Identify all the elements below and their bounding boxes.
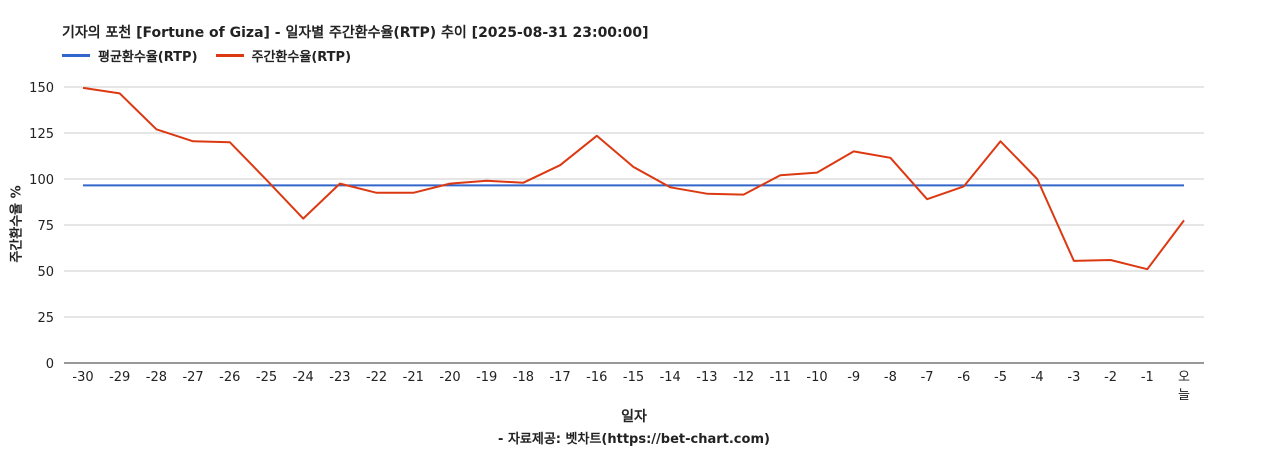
x-tick-label: -4 — [1031, 370, 1044, 385]
y-tick-labels: 0 25 50 75 100 125 150 — [29, 81, 54, 372]
y-tick-label: 25 — [37, 311, 54, 326]
x-tick-label: -22 — [366, 370, 387, 385]
x-tick-label: -18 — [513, 370, 534, 385]
x-tick-label: -26 — [219, 370, 240, 385]
grid-layer — [64, 86, 1204, 364]
legend-swatch-weekly — [215, 54, 244, 57]
x-tick-label: -2 — [1104, 370, 1117, 385]
x-tick-label: -6 — [957, 370, 970, 385]
x-tick-label: -19 — [476, 370, 497, 385]
x-tick-label: -24 — [293, 370, 314, 385]
x-tick-label: -15 — [623, 370, 644, 385]
x-tick-label: -27 — [182, 370, 203, 385]
x-tick-label: -12 — [733, 370, 754, 385]
x-tick-label: -16 — [586, 370, 607, 385]
x-tick-label: -8 — [884, 370, 897, 385]
x-tick-label: -21 — [403, 370, 424, 385]
y-tick-label: 0 — [46, 357, 54, 372]
y-tick-label: 100 — [29, 173, 54, 188]
x-tick-label: -13 — [696, 370, 717, 385]
series-layer — [82, 86, 1185, 271]
legend-swatch-average — [62, 54, 90, 57]
series-line-weekly — [82, 86, 1185, 271]
x-tick-label: -25 — [256, 370, 277, 385]
y-tick-label: 150 — [29, 81, 54, 96]
x-tick-label: -1 — [1141, 370, 1154, 385]
x-tick-label: -20 — [439, 370, 460, 385]
y-axis-title: 주간환수율 % — [9, 185, 25, 263]
x-tick-label: -3 — [1067, 370, 1080, 385]
legend[interactable]: 평균환수율(RTP) 주간환수율(RTP) — [62, 46, 369, 65]
x-tick-label: -29 — [109, 370, 130, 385]
chart-title: 기자의 포천 [Fortune of Giza] - 일자별 주간환수율(RTP… — [62, 25, 649, 41]
x-tick-label: -30 — [72, 370, 93, 385]
x-tick-label: -14 — [660, 370, 681, 385]
x-tick-label: -5 — [994, 370, 1007, 385]
x-tick-label: -7 — [921, 370, 934, 385]
x-tick-label: -10 — [806, 370, 827, 385]
legend-item-weekly[interactable]: 주간환수율(RTP) — [215, 46, 352, 65]
y-tick-label: 50 — [37, 265, 54, 280]
legend-label-average: 평균환수율(RTP) — [98, 50, 198, 65]
legend-label-weekly: 주간환수율(RTP) — [251, 50, 352, 65]
x-tick-label: -28 — [146, 370, 167, 385]
x-tick-label: -23 — [329, 370, 350, 385]
legend-item-average[interactable]: 평균환수율(RTP) — [62, 46, 198, 65]
x-tick-labels: -30 -29 -28 -27 -26 -25 -24 -23 -22 -21 -20 -19 -18-… — [72, 370, 1190, 403]
x-tick-label: -11 — [770, 370, 791, 385]
y-tick-label: 125 — [29, 127, 54, 142]
x-tick-label: -17 — [549, 370, 570, 385]
x-tick-label: -9 — [847, 370, 860, 385]
x-axis-title: 일자 — [621, 409, 647, 425]
y-tick-label: 75 — [37, 219, 54, 234]
source-note: - 자료제공: 벳차트(https://bet-chart.com) — [498, 432, 770, 447]
